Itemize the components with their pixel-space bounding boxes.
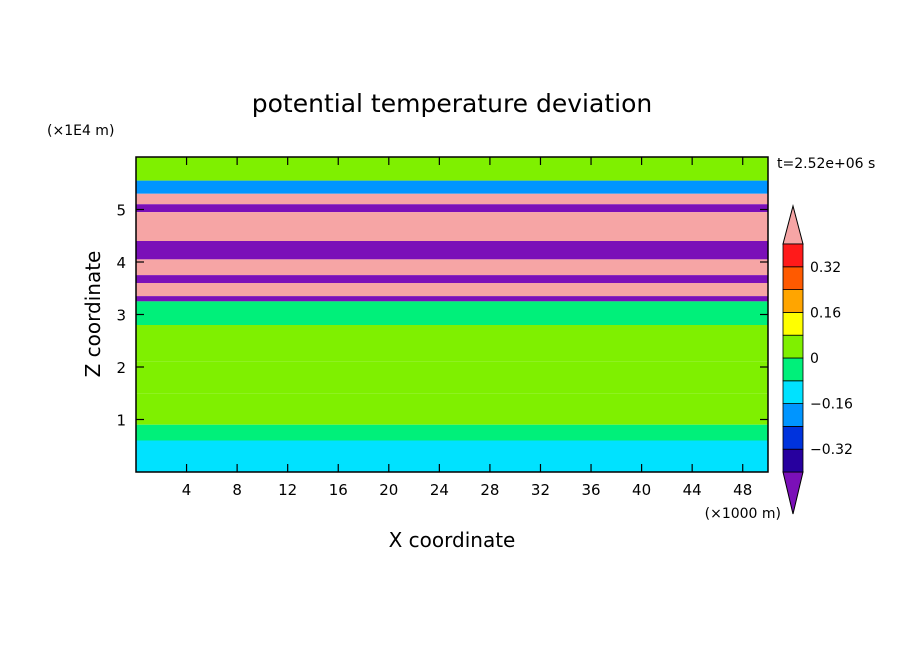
y-tick-label: 3 [116,307,126,325]
field-layer-8 [136,283,768,297]
field-layer-9 [136,296,768,302]
x-tick-label: 48 [733,481,752,499]
x-axis-unit: (×1000 m) [705,506,781,522]
y-axis-unit: (×1E4 m) [47,123,114,139]
colorbar-label: −0.16 [810,397,853,413]
field-layer-1 [136,180,768,194]
colorbar-swatch [782,425,804,450]
plot-frame [135,156,769,473]
colorbar-extend-min [782,471,804,515]
colorbar-swatch [782,357,804,382]
field-layer-11 [136,325,768,362]
colorbar-extend-max [782,204,804,245]
y-tick-label: 2 [116,359,126,377]
x-tick-label: 20 [379,481,398,499]
chart-title: potential temperature deviation [252,89,652,118]
x-tick-label: 16 [329,481,348,499]
x-tick-label: 44 [683,481,702,499]
field-layer-2 [136,193,768,205]
y-axis-label: Z coordinate [81,251,105,378]
field-layer-7 [136,275,768,283]
x-tick-label: 4 [182,481,192,499]
field-layer-4 [136,212,768,241]
y-tick-label: 4 [116,254,126,272]
field-layer-15 [136,440,768,472]
plot-area [136,157,768,472]
field-layer-13 [136,393,768,425]
colorbar: 0.32 0.16 0 −0.16 −0.32 [782,204,853,515]
colorbar-label: 0 [810,351,819,367]
colorbar-swatch [782,289,804,313]
x-axis-label: X coordinate [389,528,516,552]
field-layer-10 [136,301,768,325]
x-tick-label: 36 [581,481,600,499]
x-tick-label: 8 [232,481,242,499]
colorbar-swatch [782,403,804,427]
x-axis-ticks: 4 8 12 16 20 24 28 32 36 40 44 48 [182,157,752,499]
y-tick-label: 1 [116,412,126,430]
field-layer-5 [136,241,768,260]
colorbar-label: −0.32 [810,442,853,458]
field-layer-12 [136,361,768,394]
colorbar-swatch [782,448,804,473]
field-layer-0 [136,157,768,181]
y-axis-ticks: 1 2 3 4 5 [116,202,768,430]
x-tick-label: 24 [430,481,449,499]
y-tick-label: 5 [116,202,126,220]
x-tick-label: 12 [278,481,297,499]
colorbar-swatch [782,311,804,336]
colorbar-label: 0.16 [810,305,841,321]
field-layer-6 [136,259,768,276]
colorbar-swatch [782,243,804,268]
colorbar-swatch [782,266,804,290]
field-layer-3 [136,204,768,213]
x-tick-label: 32 [531,481,550,499]
colorbar-swatch [782,334,804,359]
colorbar-swatch [782,380,804,404]
field-layer-14 [136,424,768,441]
time-label: t=2.52e+06 s [777,156,875,172]
colorbar-label: 0.32 [810,260,841,276]
x-tick-label: 40 [632,481,651,499]
x-tick-label: 28 [480,481,499,499]
